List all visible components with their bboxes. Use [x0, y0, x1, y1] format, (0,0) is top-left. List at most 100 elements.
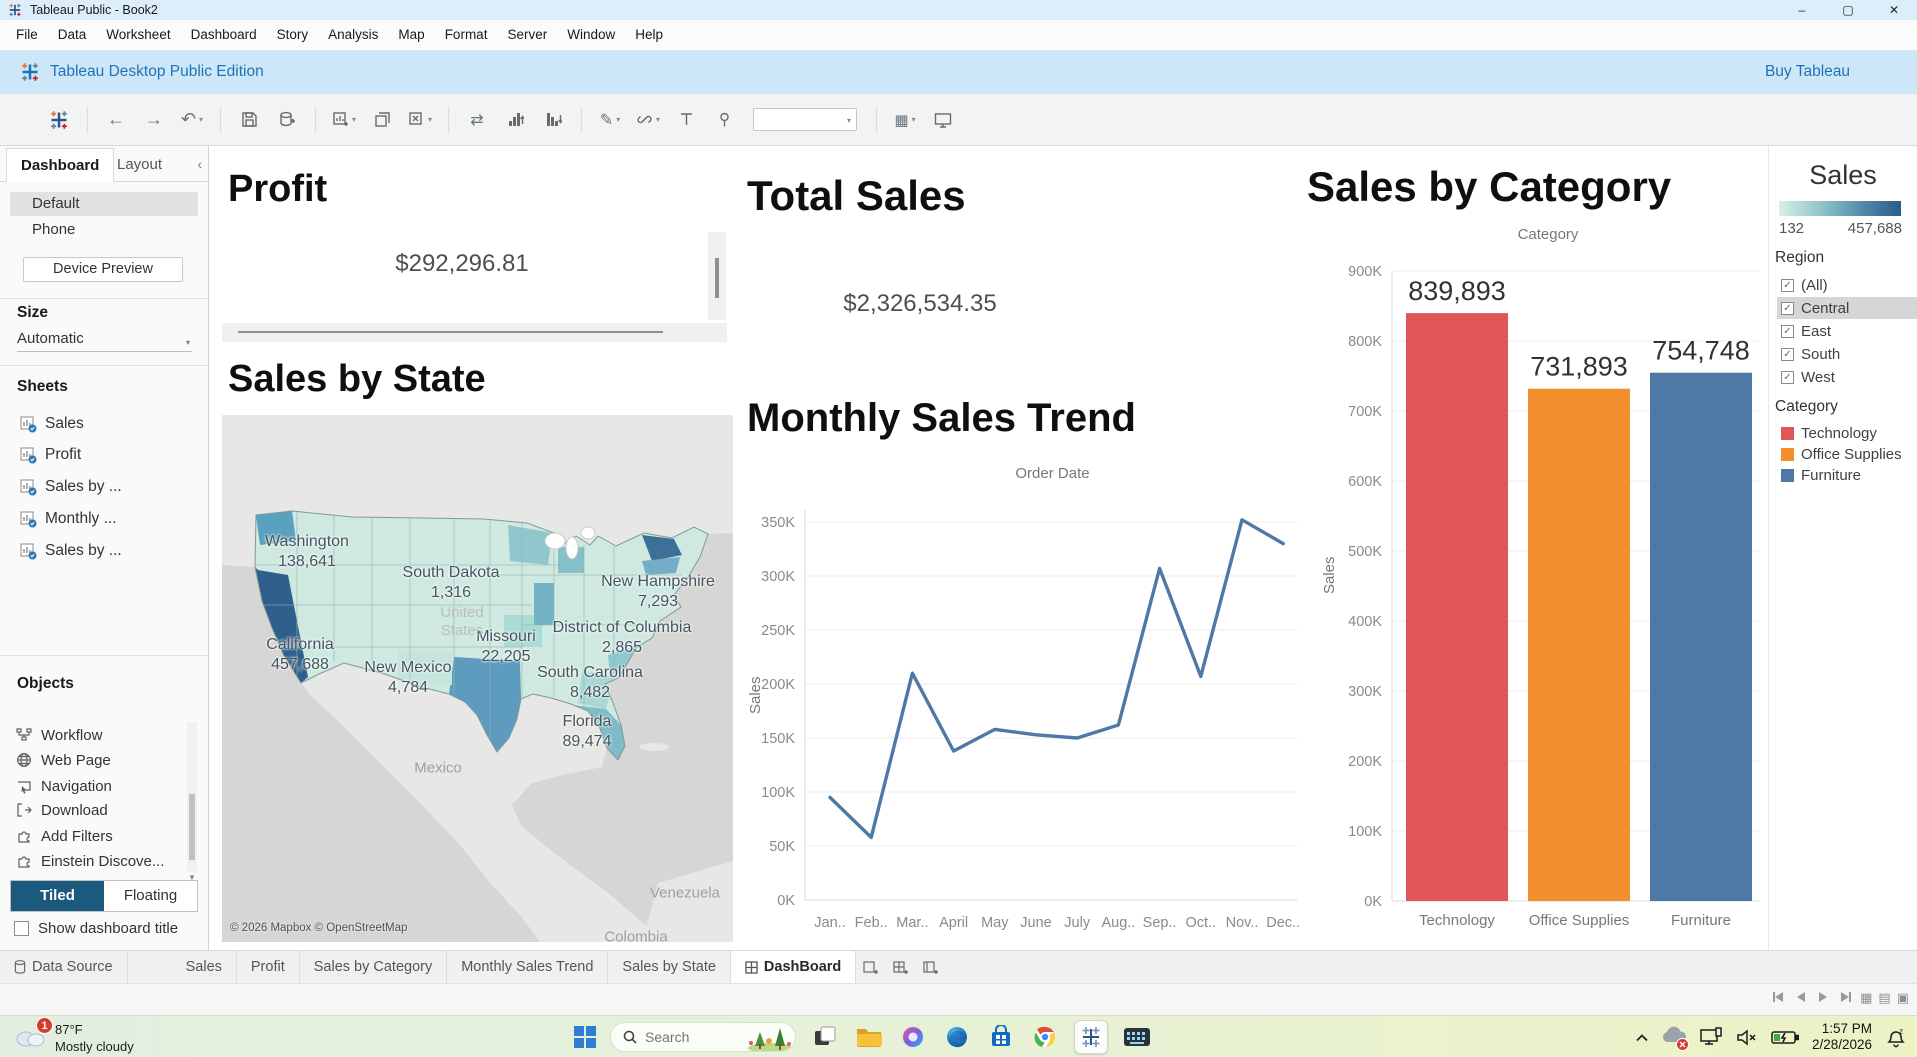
tab-profit[interactable]: Profit [237, 951, 300, 983]
object-einstein-discovery[interactable]: Einstein Discove... [16, 850, 181, 872]
checkbox-checked-icon[interactable]: ✓ [1781, 370, 1794, 384]
save-button[interactable] [232, 103, 266, 137]
floating-button[interactable]: Floating [104, 881, 197, 911]
cast-device-icon[interactable] [1699, 1027, 1723, 1047]
region-option-central[interactable]: ✓ Central [1777, 297, 1917, 319]
swap-axes-button[interactable]: ⇄ [470, 111, 484, 129]
tab-sales[interactable]: Sales [172, 951, 237, 983]
sheet-item-sales[interactable]: Sales [20, 411, 190, 437]
fix-axes-button[interactable] [707, 103, 741, 137]
tab-dashboard-sheet[interactable]: DashBoard [730, 951, 857, 983]
tab-sales-by-state[interactable]: Sales by State [608, 951, 731, 983]
category-legend-furniture[interactable]: Furniture [1781, 464, 1914, 486]
sales-color-gradient[interactable] [1779, 201, 1901, 216]
sheet-item-monthly[interactable]: Monthly ... [20, 506, 190, 532]
category-legend-technology[interactable]: Technology [1781, 422, 1914, 444]
first-page-button[interactable] [1773, 992, 1783, 1002]
region-option-west[interactable]: ✓ West [1781, 366, 1914, 388]
region-option-all[interactable]: ✓ (All) [1781, 274, 1914, 296]
edge-icon[interactable] [942, 1022, 972, 1052]
last-page-button[interactable] [1841, 992, 1851, 1002]
menu-window[interactable]: Window [567, 27, 616, 42]
tableau-app-icon[interactable] [1074, 1020, 1108, 1054]
show-dashboard-title-row[interactable]: Show dashboard title [14, 920, 178, 937]
group-members-button[interactable]: ▾ [631, 103, 665, 137]
sort-descending-button[interactable] [536, 103, 570, 137]
undo-button[interactable]: ← [107, 109, 125, 129]
add-data-button[interactable] [270, 103, 304, 137]
menu-map[interactable]: Map [398, 27, 425, 42]
menu-analysis[interactable]: Analysis [328, 27, 379, 42]
sheet-item-sales-by-state[interactable]: Sales by ... [20, 538, 190, 564]
previous-page-button[interactable] [1797, 992, 1805, 1002]
redo-button[interactable]: → [145, 109, 163, 129]
menu-file[interactable]: File [16, 27, 38, 42]
checkbox-checked-icon[interactable]: ✓ [1781, 301, 1794, 315]
tab-layout[interactable]: Layout [117, 156, 163, 173]
new-worksheet-button[interactable]: ▾ [327, 103, 361, 137]
menu-help[interactable]: Help [635, 27, 663, 42]
minimize-button[interactable]: – [1798, 3, 1806, 17]
scrollbar-thumb[interactable] [238, 331, 663, 333]
sort-ascending-button[interactable] [498, 103, 532, 137]
sales-by-category-chart[interactable]: 0K 100K 200K 300K 400K 500K 600K 700K 800K 900K 83… [1310, 225, 1770, 945]
scroll-down-icon[interactable]: ▼ [188, 873, 196, 882]
start-button[interactable] [574, 1026, 596, 1048]
volume-muted-icon[interactable] [1736, 1028, 1758, 1046]
replay-button[interactable]: ↶ ▾ [180, 109, 204, 129]
menu-data[interactable]: Data [57, 27, 87, 42]
clear-sheet-button[interactable]: ▾ [403, 103, 437, 137]
collapse-pane-icon[interactable]: ‹ [197, 156, 202, 172]
sales-by-state-map[interactable]: Washington 138,641 South Dakota 1,316 New Ha… [222, 415, 733, 942]
sales-trend-line[interactable] [828, 518, 1285, 840]
object-workflow[interactable]: Workflow [16, 724, 181, 746]
onedrive-tray-icon[interactable] [1662, 1026, 1689, 1051]
new-dashboard-tab-button[interactable] [886, 951, 916, 983]
checkbox-checked-icon[interactable]: ✓ [1781, 324, 1794, 338]
object-navigation[interactable]: Navigation [16, 775, 181, 797]
menu-dashboard[interactable]: Dashboard [190, 27, 257, 42]
object-download[interactable]: Download [16, 799, 181, 821]
next-page-button[interactable] [1819, 992, 1827, 1002]
tab-data-source[interactable]: Data Source [0, 951, 128, 983]
menu-story[interactable]: Story [276, 27, 309, 42]
touch-keyboard-icon[interactable] [1122, 1022, 1152, 1052]
text-label-button[interactable] [669, 103, 703, 137]
task-view-button[interactable] [810, 1022, 840, 1052]
menu-format[interactable]: Format [444, 27, 488, 42]
copilot-icon[interactable] [898, 1022, 928, 1052]
tab-sales-by-category[interactable]: Sales by Category [300, 951, 448, 983]
region-option-east[interactable]: ✓ East [1781, 320, 1914, 342]
microsoft-store-icon[interactable] [986, 1022, 1016, 1052]
monthly-sales-trend-chart[interactable]: 0K 50K 100K 150K 200K 250K 300K 350K Jan.. Feb.. M… [745, 460, 1305, 935]
list-view-icon[interactable]: ▤ [1878, 990, 1891, 1005]
tray-clock[interactable]: 1:57 PM 2/28/2026 [1812, 1021, 1872, 1053]
scrollbar-thumb[interactable] [715, 258, 719, 298]
tray-expand-chevron-icon[interactable] [1635, 1033, 1649, 1042]
device-default-item[interactable]: Default [10, 192, 198, 216]
bar-furniture[interactable] [1650, 372, 1752, 901]
tab-monthly-sales-trend[interactable]: Monthly Sales Trend [447, 951, 609, 983]
profit-horizontal-scrollbar[interactable] [222, 323, 727, 342]
file-explorer-icon[interactable] [854, 1022, 884, 1052]
tableau-home-button[interactable] [42, 103, 76, 137]
grid-view-icon[interactable]: ▣ [1896, 990, 1909, 1005]
new-worksheet-tab-button[interactable] [856, 951, 886, 983]
object-web-page[interactable]: Web Page [16, 749, 181, 771]
search-input[interactable] [645, 1029, 740, 1045]
sheet-item-profit[interactable]: Profit [20, 442, 190, 468]
show-cards-button[interactable]: ▦ ▾ [894, 111, 916, 129]
menu-worksheet[interactable]: Worksheet [106, 27, 171, 42]
tiled-button[interactable]: Tiled [11, 881, 104, 911]
checkbox-checked-icon[interactable]: ✓ [1781, 278, 1794, 292]
buy-tableau-link[interactable]: Buy Tableau [1764, 63, 1850, 80]
device-phone-item[interactable]: Phone [32, 221, 76, 238]
close-button[interactable]: ✕ [1888, 3, 1900, 17]
bar-technology[interactable] [1406, 313, 1508, 902]
show-title-checkbox[interactable] [14, 921, 29, 936]
chrome-icon[interactable] [1030, 1022, 1060, 1052]
maximize-button[interactable]: ▢ [1842, 3, 1854, 17]
menu-server[interactable]: Server [507, 27, 548, 42]
category-legend-office-supplies[interactable]: Office Supplies [1781, 443, 1914, 465]
size-dropdown[interactable]: Automatic ▾ [17, 330, 192, 352]
